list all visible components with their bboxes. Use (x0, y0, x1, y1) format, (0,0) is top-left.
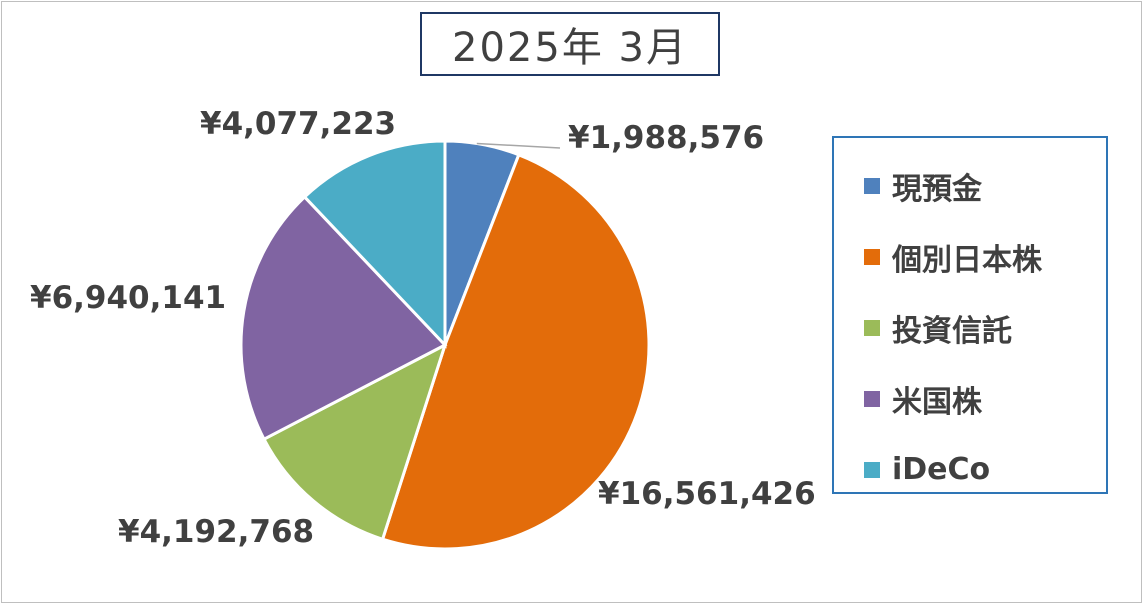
data-label: ¥16,561,426 (598, 476, 816, 512)
chart-title: 2025年 3月 (452, 25, 688, 71)
legend-item-ideco: iDeCo (864, 434, 1106, 505)
legend-swatch (864, 319, 880, 336)
legend-swatch (864, 390, 880, 407)
chart-title-box: 2025年 3月 (420, 12, 720, 76)
data-label: ¥6,940,141 (30, 280, 226, 316)
legend-label: 投資信託 (892, 313, 1012, 349)
legend-item-jp-stocks: 個別日本株 (864, 221, 1106, 292)
legend: 現預金 個別日本株 投資信託 米国株 iDeCo (832, 136, 1108, 494)
legend-label: 米国株 (892, 384, 982, 420)
legend-label: 現預金 (892, 171, 982, 207)
legend-swatch (864, 177, 880, 194)
legend-item-cash: 現預金 (864, 150, 1106, 221)
data-label: ¥4,077,223 (200, 106, 396, 142)
data-label: ¥4,192,768 (118, 514, 314, 550)
legend-swatch (864, 248, 880, 265)
legend-item-funds: 投資信託 (864, 292, 1106, 363)
slice-us-stocks (239, 194, 448, 442)
data-label: ¥1,988,576 (568, 120, 764, 156)
legend-label: 個別日本株 (892, 242, 1042, 278)
data-labels: ¥1,988,576 ¥16,561,426 ¥4,192,768 ¥6,940,14… (30, 106, 816, 550)
pie-slices (239, 139, 651, 551)
legend-label: iDeCo (892, 452, 991, 487)
slice-jp-stocks (380, 152, 651, 551)
leader-line (476, 142, 561, 149)
slice-funds (261, 341, 448, 542)
slice-ideco (302, 139, 447, 349)
legend-swatch (864, 461, 880, 478)
legend-item-us-stocks: 米国株 (864, 363, 1106, 434)
